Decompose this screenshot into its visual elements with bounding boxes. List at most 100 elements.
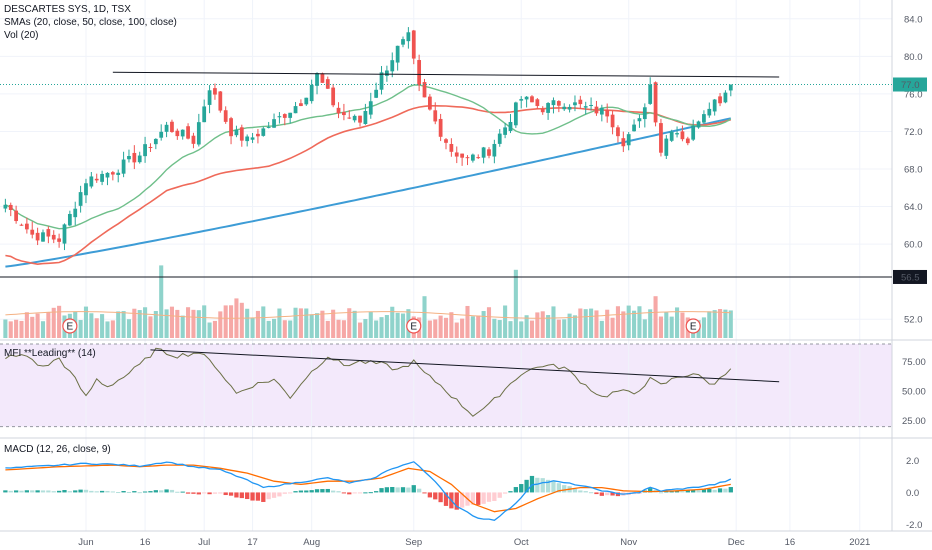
candle-body	[497, 133, 502, 144]
macd-histogram-bar	[685, 490, 690, 493]
time-axis-tick: 17	[247, 537, 258, 548]
candle-body	[476, 157, 481, 159]
candle-body	[669, 131, 674, 141]
volume-bar	[492, 318, 497, 338]
candle-body	[395, 45, 400, 63]
macd-axis-tick: 2.0	[906, 456, 919, 467]
time-axis-tick: 16	[785, 537, 796, 548]
macd-histogram-bar	[223, 492, 228, 496]
volume-bar	[19, 320, 24, 338]
macd-histogram-bar	[19, 490, 24, 493]
price-axis-tick: 60.0	[904, 240, 923, 251]
volume-bar	[524, 315, 529, 338]
candle-body	[363, 111, 368, 125]
price-axis-tick: 52.0	[904, 315, 923, 326]
macd-histogram-bar	[325, 488, 330, 493]
candle-body	[621, 138, 626, 147]
macd-histogram-bar	[390, 487, 395, 493]
volume-bar	[293, 307, 298, 338]
volume-bar	[341, 320, 346, 338]
candle-body	[411, 30, 416, 59]
macd-histogram-bar	[395, 487, 400, 493]
macd-histogram-bar	[605, 492, 610, 496]
volume-bar	[476, 315, 481, 338]
volume-bar	[658, 316, 663, 338]
macd-histogram-bar	[357, 492, 363, 494]
candle-body	[153, 138, 158, 145]
volume-bar	[470, 316, 475, 338]
macd-histogram-bar	[384, 487, 390, 493]
volume-bar	[116, 311, 121, 338]
candle-body	[282, 114, 287, 118]
mfi-legend: MFI **Leading** (14)	[4, 348, 96, 359]
volume-bar	[110, 320, 115, 338]
volume-bar	[615, 306, 620, 338]
macd-histogram-bar	[180, 491, 185, 493]
candle-body	[438, 118, 443, 137]
volume-bar	[610, 317, 615, 338]
time-axis-tick: Oct	[514, 537, 529, 548]
candle-body	[256, 133, 260, 137]
volume-bar	[331, 309, 336, 338]
candle-body	[170, 121, 174, 133]
volume-bar	[363, 319, 368, 338]
volume-bar	[664, 312, 669, 338]
volume-bar	[535, 312, 540, 338]
macd-histogram-bar	[89, 490, 94, 493]
volume-bar	[675, 307, 680, 338]
macd-axis-tick: -2.0	[906, 520, 922, 531]
volume-bar	[438, 315, 443, 338]
volume-bar	[218, 311, 223, 338]
volume-bar	[589, 308, 594, 338]
volume-bar	[572, 315, 578, 338]
macd-histogram-bar	[196, 492, 201, 495]
macd-histogram-bar	[664, 491, 669, 493]
macd-histogram-bar	[422, 492, 427, 494]
volume-bar	[519, 321, 524, 338]
volume-bar	[78, 320, 83, 338]
mfi-line	[5, 347, 732, 417]
candle-body	[535, 99, 540, 106]
volume-bar	[529, 320, 535, 338]
volume-bar	[57, 305, 62, 338]
macd-histogram-bar	[320, 489, 325, 493]
macd-histogram-bar	[513, 487, 519, 493]
macd-histogram-bar	[648, 488, 653, 493]
macd-histogram-bar	[245, 492, 250, 500]
volume-bar	[105, 321, 110, 338]
macd-histogram-bar	[266, 492, 271, 500]
candle-body	[481, 147, 486, 158]
volume-bar	[481, 311, 486, 338]
candle-body	[84, 183, 88, 196]
macd-histogram-bar	[481, 492, 486, 504]
macd-histogram-bar	[314, 489, 320, 493]
macd-histogram-bar	[588, 492, 594, 494]
macd-histogram-bar	[696, 490, 701, 493]
candle-body	[186, 126, 190, 139]
candle-body	[137, 155, 142, 163]
mfi-axis-tick: 75.00	[902, 357, 926, 368]
resistance-trendline	[112, 71, 780, 78]
macd-histogram-bar	[669, 490, 674, 493]
level-label: 56.5	[901, 272, 920, 283]
candle-body	[417, 60, 422, 86]
candle-body	[718, 96, 722, 104]
volume-bar	[24, 312, 29, 338]
macd-histogram-bar	[707, 488, 712, 493]
candle-body	[132, 152, 137, 163]
earnings-marker-label: E	[690, 322, 697, 333]
macd-histogram-bar	[331, 490, 336, 493]
macd-histogram-bar	[51, 491, 56, 493]
candle-body	[30, 229, 35, 235]
macd-histogram-bar	[78, 489, 83, 493]
volume-bar	[395, 312, 400, 338]
volume-bar	[314, 313, 320, 338]
volume-bar	[454, 322, 459, 338]
time-axis-tick: Dec	[728, 537, 745, 548]
candle-body	[648, 84, 653, 104]
candle-body	[234, 129, 239, 136]
macd-histogram-bar	[3, 490, 8, 493]
macd-histogram-bar	[497, 492, 502, 498]
